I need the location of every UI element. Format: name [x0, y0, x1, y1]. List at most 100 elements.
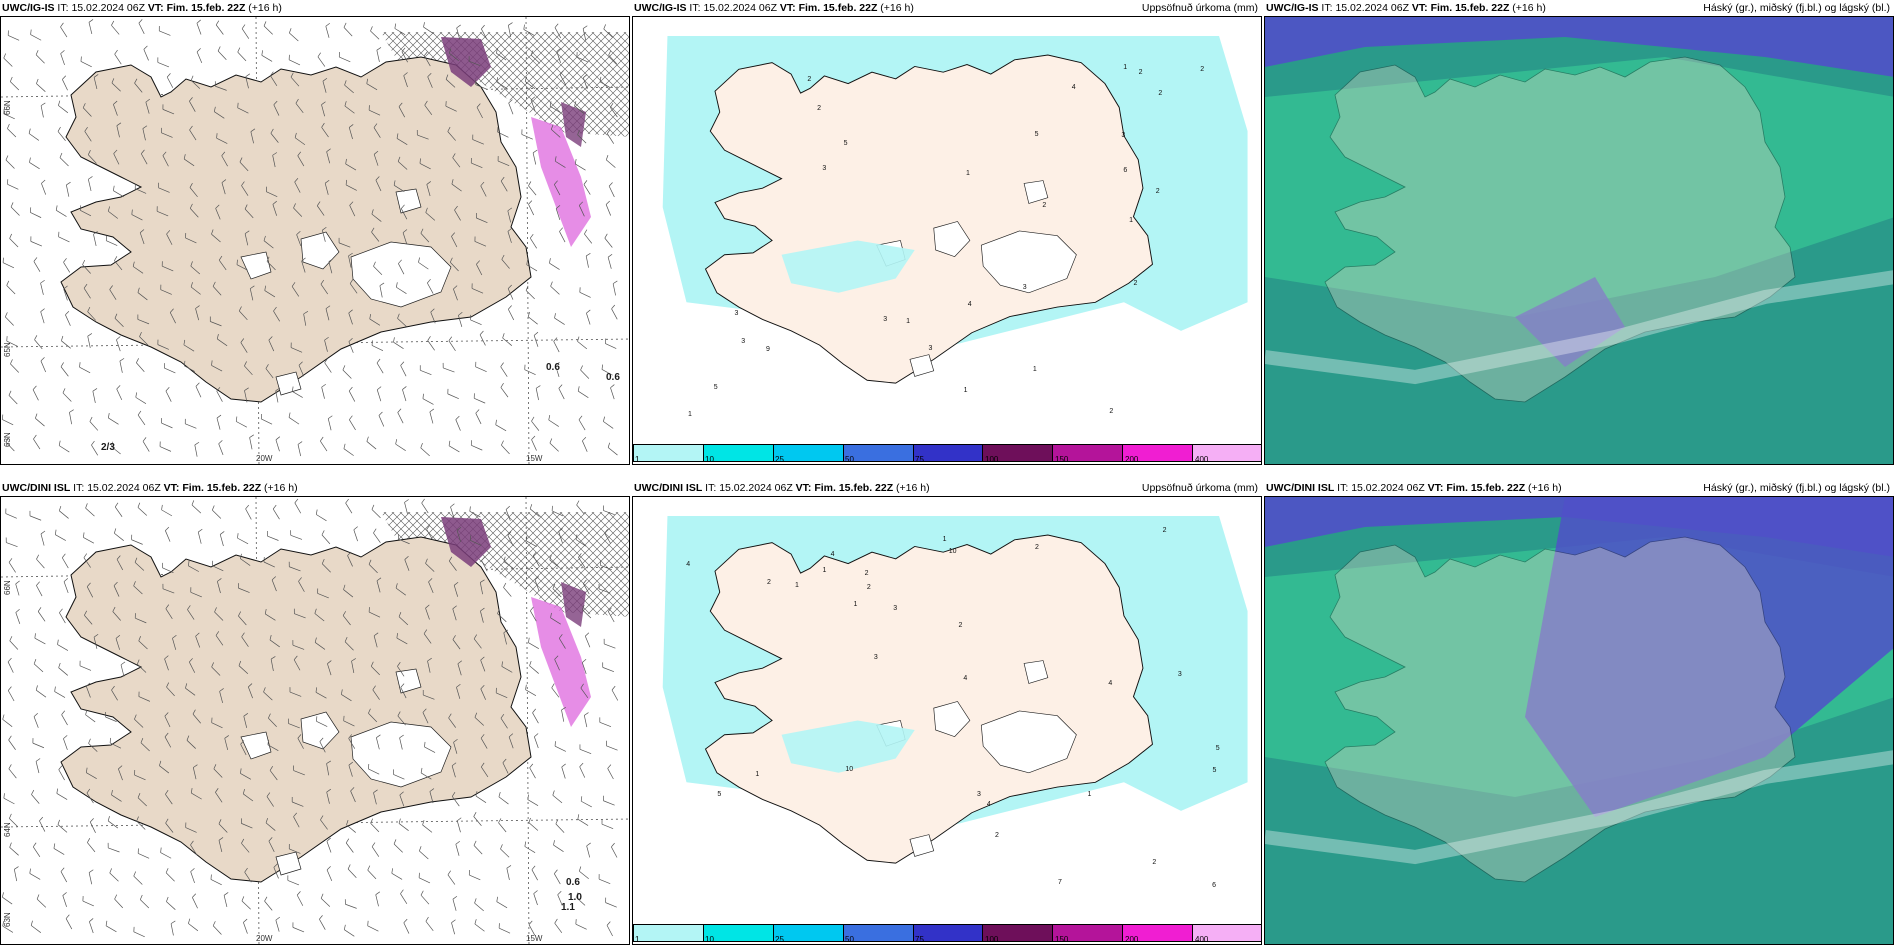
- wind-barb: [395, 583, 398, 589]
- wind-barb: [604, 643, 616, 649]
- wind-barb: [192, 897, 198, 909]
- wind-barb: [190, 840, 194, 846]
- wind-barb: [61, 714, 68, 726]
- wind-barb: [30, 212, 42, 218]
- wind-barb: [600, 565, 612, 570]
- wind-barb: [82, 900, 94, 907]
- wind-barb: [398, 263, 405, 275]
- wind-barb: [108, 847, 120, 853]
- wind-barb: [109, 868, 112, 874]
- wind-barb: [164, 367, 176, 374]
- wind-barb: [480, 688, 486, 700]
- wind-barb: [138, 640, 148, 650]
- wind-barb: [60, 867, 65, 872]
- wind-barb: [288, 59, 301, 66]
- wind-barb: [189, 97, 193, 102]
- wind-barb: [6, 285, 16, 295]
- wind-barb: [474, 919, 477, 925]
- wind-barb: [237, 107, 249, 114]
- legend-tick: 1: [635, 935, 640, 944]
- wind-barb: [65, 914, 70, 919]
- wind-barb: [580, 683, 584, 689]
- wind-barb: [322, 226, 327, 231]
- wind-barb: [197, 531, 202, 544]
- wind-barb: [58, 769, 65, 781]
- wind-barb: [326, 837, 331, 842]
- wind-barb: [137, 792, 141, 798]
- iceland-coastline: [1324, 536, 1796, 883]
- wind-barb: [326, 763, 330, 776]
- wind-barb: [452, 635, 456, 640]
- wind-barb: [480, 685, 485, 690]
- wind-barb: [221, 179, 227, 183]
- precip-value: 4: [967, 300, 972, 308]
- wind-barb: [93, 637, 98, 649]
- wind-barb: [190, 261, 193, 267]
- wind-barb: [7, 128, 17, 138]
- wind-barb: [263, 235, 266, 241]
- wind-barb: [326, 791, 330, 804]
- wind-barb: [347, 555, 353, 567]
- wind-barb: [398, 818, 401, 824]
- wind-barb: [325, 305, 331, 309]
- wind-barb: [111, 78, 115, 84]
- wind-barb: [6, 340, 18, 347]
- wind-barb: [577, 336, 580, 342]
- wind-barb: [58, 765, 63, 770]
- wind-barb: [582, 28, 587, 41]
- wind-barb: [373, 266, 383, 276]
- wind-barb: [403, 72, 408, 76]
- wind-barb: [452, 153, 456, 158]
- wind-barb: [108, 820, 119, 829]
- lead-time: (+16 h): [880, 2, 914, 14]
- wind-barb: [7, 661, 14, 673]
- wind-barb: [534, 733, 539, 737]
- wind-barb: [58, 505, 62, 511]
- wind-barb: [243, 793, 254, 802]
- wind-barb: [425, 212, 436, 221]
- wind-barb: [344, 637, 348, 642]
- wind-barb: [454, 209, 461, 221]
- wind-barb: [40, 357, 45, 362]
- wind-barb: [217, 581, 221, 594]
- wind-barb: [320, 819, 328, 830]
- panel-title: UWC/IG-IS IT: 15.02.2024 06Z VT: Fim. 15…: [0, 0, 630, 16]
- wind-barb: [393, 774, 405, 780]
- wind-barb: [612, 283, 616, 296]
- wind-barb: [555, 160, 566, 168]
- wind-barb: [375, 891, 381, 895]
- wind-barb: [427, 660, 431, 673]
- wind-barb: [450, 506, 455, 519]
- wind-barb: [424, 100, 428, 106]
- wind-barb: [292, 801, 304, 807]
- wind-barb: [15, 580, 20, 585]
- wind-barb: [378, 415, 385, 427]
- wind-barb: [534, 579, 540, 592]
- legend-swatch: [773, 445, 844, 461]
- wind-barb: [133, 931, 145, 938]
- wind-barb: [37, 611, 46, 622]
- wind-barb: [498, 822, 507, 833]
- wind-barb: [111, 685, 115, 691]
- wind-barb: [526, 259, 528, 265]
- wind-barb: [344, 105, 355, 114]
- wind-barb: [508, 733, 514, 738]
- wind-barb: [430, 308, 435, 313]
- wind-barb: [248, 683, 253, 688]
- wind-barb: [164, 655, 169, 660]
- wind-barb: [471, 288, 484, 294]
- wind-barb: [140, 899, 150, 909]
- wind-barb: [368, 564, 378, 574]
- wind-barb: [9, 640, 19, 650]
- wind-barb: [321, 534, 331, 545]
- wind-barb: [188, 565, 200, 572]
- wind-barb: [377, 386, 382, 391]
- legend-swatch: [843, 445, 914, 461]
- wind-barb: [533, 890, 538, 894]
- wind-barb: [320, 440, 328, 452]
- wind-barb: [296, 894, 304, 906]
- wind-barb: [7, 183, 19, 190]
- wind-barb: [532, 152, 537, 165]
- wind-barb: [551, 683, 555, 688]
- wind-barb: [373, 789, 378, 793]
